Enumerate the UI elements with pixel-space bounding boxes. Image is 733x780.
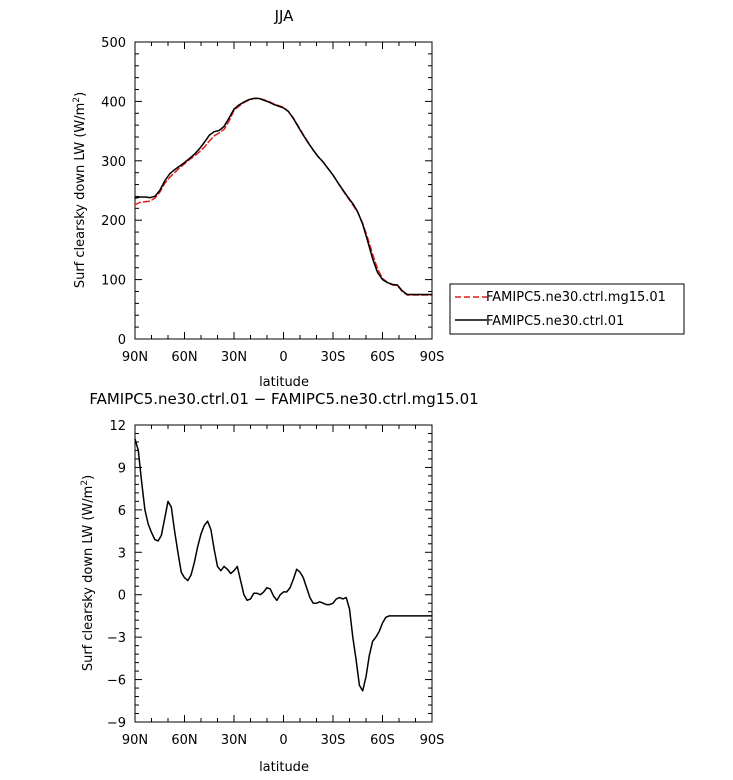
bottom-y-axis-title-suffix: ) [81,475,96,480]
bottom-x-tick-label: 90N [122,733,148,748]
bottom-chart-title: FAMIPC5.ne30.ctrl.01 − FAMIPC5.ne30.ctrl… [89,390,478,408]
top-series-line-1 [134,97,433,296]
bottom-x-tick-label: 60S [370,733,395,748]
top-y-axis-title-main: Surf clearsky down LW (W/m [73,103,88,289]
top-x-tick-label: 90N [122,350,148,365]
top-y-tick-label: 400 [101,95,126,110]
bottom-y-tick-label: 3 [118,546,126,561]
legend-box [449,283,685,335]
top-x-tick-label: 60S [370,350,395,365]
bottom-y-tick-label: 6 [118,504,126,519]
bottom-y-tick-label: 0 [118,589,126,604]
top-y-axis-title-superscript: 2 [72,97,82,103]
bottom-x-tick-label: 30S [321,733,346,748]
bottom-x-tick-label: 60N [171,733,197,748]
top-plot-frame [134,41,433,340]
bottom-x-tick-label: 30N [221,733,247,748]
top-x-axis: 90N 60N 30N 0 30S 60S 90S [122,42,445,365]
bottom-series-lines [134,438,433,692]
top-x-tick-label: 30N [221,350,247,365]
legend-label-mg15: FAMIPC5.ne30.ctrl.mg15.01 [486,290,666,305]
bottom-y-axis: −9 −6 −3 0 3 6 9 12 [107,419,432,731]
bottom-y-axis-title: Surf clearsky down LW (W/m2) [80,475,96,671]
bottom-y-tick-label: 9 [118,461,126,476]
top-x-tick-label: 60N [171,350,197,365]
bottom-y-tick-label: −6 [107,674,126,689]
top-legend: FAMIPC5.ne30.ctrl.mg15.01 FAMIPC5.ne30.c… [449,283,685,335]
top-chart-title: JJA [274,7,295,25]
top-y-tick-label: 0 [118,333,126,348]
bottom-series-line-0 [134,438,433,692]
bottom-y-axis-title-main: Surf clearsky down LW (W/m [81,486,96,672]
top-series-lines [134,97,433,296]
top-y-tick-label: 200 [101,214,126,229]
bottom-x-tick-label: 90S [420,733,445,748]
bottom-chart: FAMIPC5.ne30.ctrl.01 − FAMIPC5.ne30.ctrl… [80,390,479,775]
top-x-axis-title: latitude [259,375,309,390]
top-series-line-0 [134,97,433,296]
top-y-tick-label: 100 [101,274,126,289]
bottom-y-tick-label: 12 [109,419,126,434]
top-y-tick-label: 500 [101,36,126,51]
top-chart: JJA 90N 60N 30N 0 30S 60S 90S 0 100 200 300 400 500… [72,7,685,390]
bottom-plot-frame [134,424,433,723]
bottom-y-tick-label: −9 [107,716,126,731]
bottom-x-axis: 90N 60N 30N 0 30S 60S 90S [122,425,445,748]
top-y-tick-label: 300 [101,155,126,170]
top-y-axis-title: Surf clearsky down LW (W/m2) [72,92,88,288]
bottom-y-tick-label: −3 [107,631,126,646]
bottom-x-axis-title: latitude [259,760,309,775]
bottom-x-tick-label: 0 [279,733,287,748]
top-y-axis: 0 100 200 300 400 500 [101,36,432,348]
top-x-tick-label: 30S [321,350,346,365]
top-y-axis-title-suffix: ) [73,92,88,97]
legend-label-ctrl: FAMIPC5.ne30.ctrl.01 [486,314,624,329]
top-x-tick-label: 0 [279,350,287,365]
top-x-tick-label: 90S [420,350,445,365]
bottom-y-axis-title-superscript: 2 [80,480,90,486]
